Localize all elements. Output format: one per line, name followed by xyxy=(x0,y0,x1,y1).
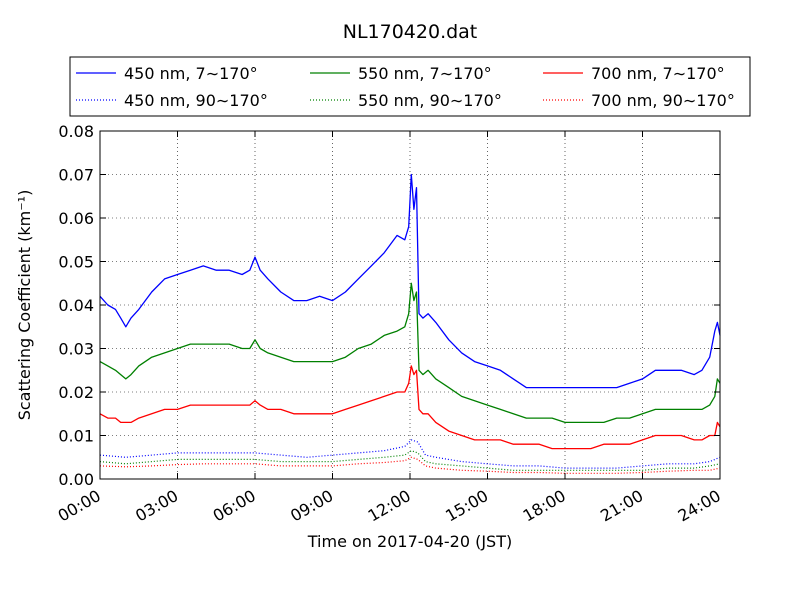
legend-frame xyxy=(69,56,751,117)
y-axis: 0.00 0.01 0.02 0.03 0.04 0.05 0.06 0.07 0.08 xyxy=(58,122,720,489)
legend-label: 450 nm, 90∼170° xyxy=(124,91,268,110)
y-tick-label: 0.08 xyxy=(58,122,94,141)
series-layer xyxy=(99,173,721,474)
grid xyxy=(100,131,720,479)
series-line-3 xyxy=(99,365,721,450)
y-tick-label: 0.03 xyxy=(58,340,94,359)
legend-label: 700 nm, 7∼170° xyxy=(591,64,725,83)
legend-label: 450 nm, 7∼170° xyxy=(124,64,258,83)
y-axis-label: Scattering Coefficient (km⁻¹) xyxy=(15,190,34,421)
y-tick-label: 0.00 xyxy=(58,470,94,489)
series-line-6 xyxy=(99,456,721,474)
y-tick-label: 0.05 xyxy=(58,253,94,272)
chart-title: NL170420.dat xyxy=(343,21,478,43)
series-line-1 xyxy=(99,173,721,389)
legend-label: 700 nm, 90∼170° xyxy=(591,91,735,110)
series-line-5 xyxy=(99,450,721,471)
x-axis-label: Time on 2017-04-20 (JST) xyxy=(307,532,512,551)
y-tick-label: 0.02 xyxy=(58,383,94,402)
series-line-2 xyxy=(99,282,721,424)
y-tick-label: 0.07 xyxy=(58,166,94,185)
y-tick-label: 0.04 xyxy=(58,296,94,315)
legend-label: 550 nm, 7∼170° xyxy=(358,64,492,83)
legend-label: 550 nm, 90∼170° xyxy=(358,91,502,110)
series-line-4 xyxy=(99,439,721,469)
legend: 450 nm, 7∼170° 550 nm, 7∼170° 700 nm, 7∼17… xyxy=(69,56,751,117)
y-tick-label: 0.06 xyxy=(58,209,94,228)
y-tick-label: 0.01 xyxy=(58,427,94,446)
